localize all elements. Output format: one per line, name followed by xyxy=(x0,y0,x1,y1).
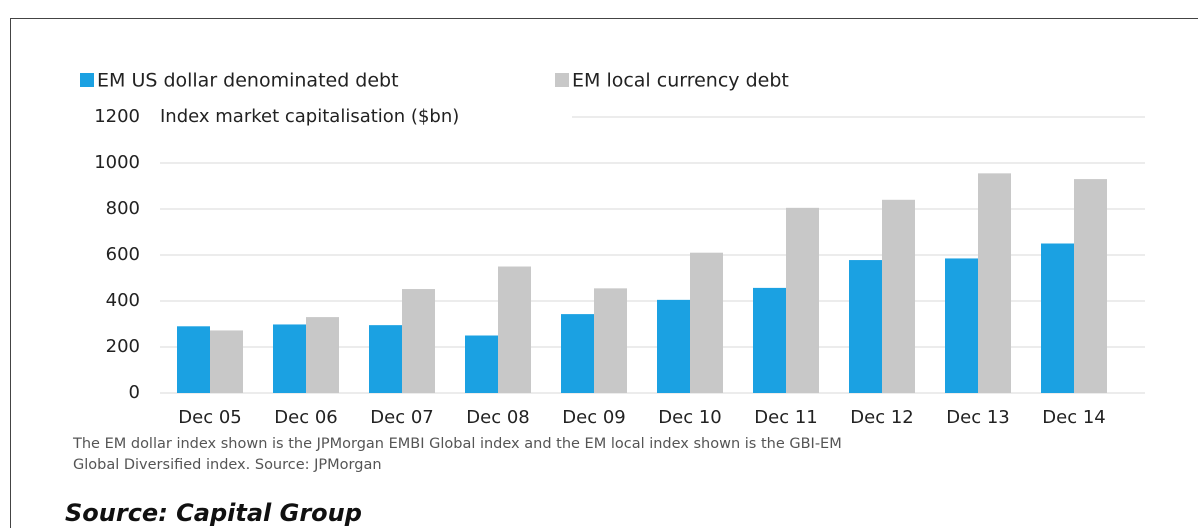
x-tick-label: Dec 07 xyxy=(370,407,433,428)
y-tick-label: 400 xyxy=(106,290,140,311)
bar xyxy=(753,287,786,393)
bar xyxy=(369,325,402,393)
y-tick-label: 1000 xyxy=(94,152,140,173)
bar xyxy=(1041,243,1074,393)
bar xyxy=(978,173,1011,393)
y-tick-label: 1200 xyxy=(94,106,140,127)
legend-label: EM US dollar denominated debt xyxy=(97,70,399,92)
note: The EM dollar index shown is the JPMorga… xyxy=(72,436,842,452)
bar xyxy=(945,258,978,393)
x-tick-label: Dec 09 xyxy=(562,407,625,428)
source: Source: Capital Group xyxy=(65,499,362,527)
x-tick-label: Dec 13 xyxy=(946,407,1009,428)
bar xyxy=(561,314,594,393)
frame xyxy=(10,18,1198,528)
y-tick-label: 600 xyxy=(106,244,140,265)
bar xyxy=(849,260,882,393)
bar xyxy=(465,335,498,393)
y-tick-label: 0 xyxy=(129,382,140,403)
bar xyxy=(1074,179,1107,393)
x-tick-label: Dec 05 xyxy=(178,407,241,428)
axis-label: Index market capitalisation ($bn) xyxy=(160,106,459,127)
bar xyxy=(786,207,819,393)
x-tick-label: Dec 08 xyxy=(466,407,529,428)
x-tick-label: Dec 10 xyxy=(658,407,721,428)
bar xyxy=(498,266,531,393)
bar xyxy=(594,288,627,393)
bar xyxy=(177,326,210,393)
y-tick-label: 200 xyxy=(106,336,140,357)
legend-swatch xyxy=(555,73,569,87)
y-tick-label: 800 xyxy=(106,198,140,219)
label-backdrop xyxy=(152,104,572,130)
x-tick-label: Dec 06 xyxy=(274,407,337,428)
bar xyxy=(882,199,915,393)
x-tick-label: Dec 14 xyxy=(1042,407,1105,428)
bar xyxy=(402,289,435,393)
note: Global Diversified index. Source: JPMorg… xyxy=(73,457,382,473)
bar xyxy=(306,317,339,393)
bar xyxy=(690,252,723,393)
bar xyxy=(273,324,306,393)
legend-swatch xyxy=(80,73,94,87)
x-tick-label: Dec 12 xyxy=(850,407,913,428)
x-tick-label: Dec 11 xyxy=(754,407,817,428)
bar xyxy=(657,299,690,393)
legend-label: EM local currency debt xyxy=(572,70,789,92)
bar xyxy=(210,330,243,393)
